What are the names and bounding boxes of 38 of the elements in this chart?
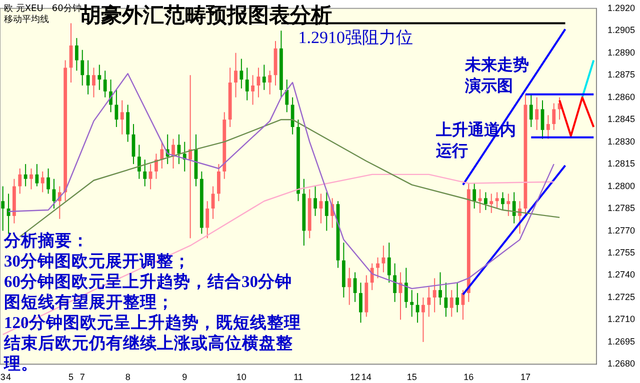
x-tick-label: 8 (125, 372, 130, 382)
annotation: 30分钟图欧元展开调整； (4, 252, 190, 270)
y-tick-label: 1.2920 (607, 2, 636, 13)
annotation: 60分钟图欧元呈上升趋势，结合30分钟图短线有望展开整理； (4, 272, 292, 312)
x-tick-label: 4 (6, 372, 12, 382)
y-tick-label: 1.2680 (607, 358, 636, 369)
y-tick-label: 1.2845 (607, 114, 636, 124)
y-tick-label: 1.2905 (607, 25, 636, 36)
y-tick-label: 1.2710 (607, 314, 636, 324)
x-tick-label: 7 (80, 372, 85, 382)
y-tick-label: 1.2755 (607, 247, 636, 258)
annotation: 120分钟图欧元呈上升趋势，既短线整理结束后欧元仍有继续上涨或高位横盘整理。 (3, 313, 301, 373)
x-tick-label: 3 (0, 372, 6, 382)
y-tick-label: 1.2875 (607, 70, 636, 80)
y-tick-label: 1.2695 (607, 336, 636, 346)
annotation: 移动平均线 (4, 14, 49, 25)
y-tick-label: 1.2785 (607, 203, 636, 214)
y-tick-label: 1.2725 (607, 292, 636, 302)
y-tick-label: 1.2830 (607, 136, 636, 146)
x-tick-label: 17 (520, 372, 530, 382)
x-tick-label: 5 (68, 372, 74, 382)
y-tick-label: 1.2770 (607, 225, 636, 236)
annotation: 未来走势演示图 (464, 56, 529, 95)
y-tick-label: 1.2890 (607, 47, 636, 58)
x-tick-label: 10 (236, 372, 246, 382)
y-tick-label: 1.2860 (607, 92, 636, 102)
x-tick-label: 9 (182, 372, 188, 382)
annotation: 分析摘要： (3, 231, 89, 250)
x-tick-label: 11 (294, 372, 303, 382)
annotation: 欧 元XEU 60分钟 (4, 3, 82, 14)
y-tick-label: 1.2800 (607, 180, 636, 191)
x-tick-label: 16 (464, 372, 474, 382)
y-tick-label: 1.2815 (607, 158, 636, 169)
x-tick-label: 14 (361, 372, 372, 382)
y-tick-label: 1.2740 (607, 270, 636, 280)
x-tick-label: 15 (406, 372, 417, 382)
x-tick-label: 12 (350, 372, 360, 382)
annotation: 1.2910强阻力位 (298, 28, 413, 48)
